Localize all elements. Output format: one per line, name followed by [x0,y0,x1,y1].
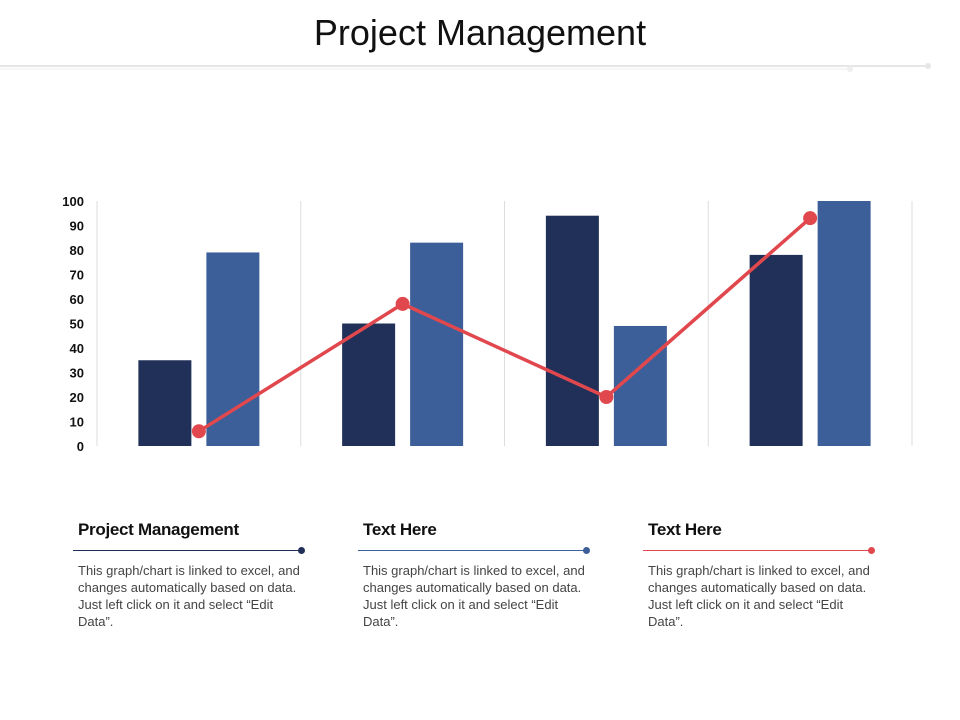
info-card-1: Project Management This graph/chart is l… [73,518,305,630]
y-tick-label: 10 [70,415,84,430]
line-point-1 [191,424,206,439]
bar-2-2 [410,242,464,446]
y-tick-label: 50 [70,317,84,332]
bar-2-1 [206,252,260,446]
card-title: Text Here [648,520,722,539]
card-description: This graph/chart is linked to excel, and… [648,563,870,629]
bar-1-2 [342,323,396,446]
y-tick-label: 80 [70,243,84,258]
card-dot-icon [583,547,590,554]
card-divider [643,544,875,556]
y-tick-label: 40 [70,341,84,356]
card-line [73,550,303,551]
bar-1-3 [545,215,599,446]
bar-1-1 [138,360,192,446]
card-line [358,550,588,551]
card-description: This graph/chart is linked to excel, and… [363,563,585,629]
card-divider [73,544,305,556]
title-divider [0,63,931,72]
y-tick-label: 0 [77,439,84,454]
y-tick-label: 70 [70,268,84,283]
y-tick-label: 100 [62,194,84,209]
y-tick-label: 20 [70,390,84,405]
line-point-2 [395,296,410,311]
card-title: Project Management [78,520,239,539]
page-title: Project Management [313,12,647,53]
card-dot-icon [868,547,875,554]
y-tick-label: 30 [70,366,84,381]
bar-2-4 [817,201,871,446]
card-divider [358,544,590,556]
info-card-3: Text Here This graph/chart is linked to … [643,518,875,630]
card-dot-icon [298,547,305,554]
card-line [643,550,873,551]
line-series [197,216,812,433]
line-point-4 [803,211,818,226]
bar-2-3 [613,325,667,446]
card-title: Text Here [363,520,437,539]
chart: 0 10 20 30 40 50 60 70 80 90 100 [62,194,913,454]
info-card-2: Text Here This graph/chart is linked to … [358,518,590,630]
bar-1-4 [749,254,803,446]
y-tick-label: 60 [70,292,84,307]
line-point-3 [599,390,614,404]
y-tick-label: 90 [70,219,84,234]
card-description: This graph/chart is linked to excel, and… [78,563,300,629]
